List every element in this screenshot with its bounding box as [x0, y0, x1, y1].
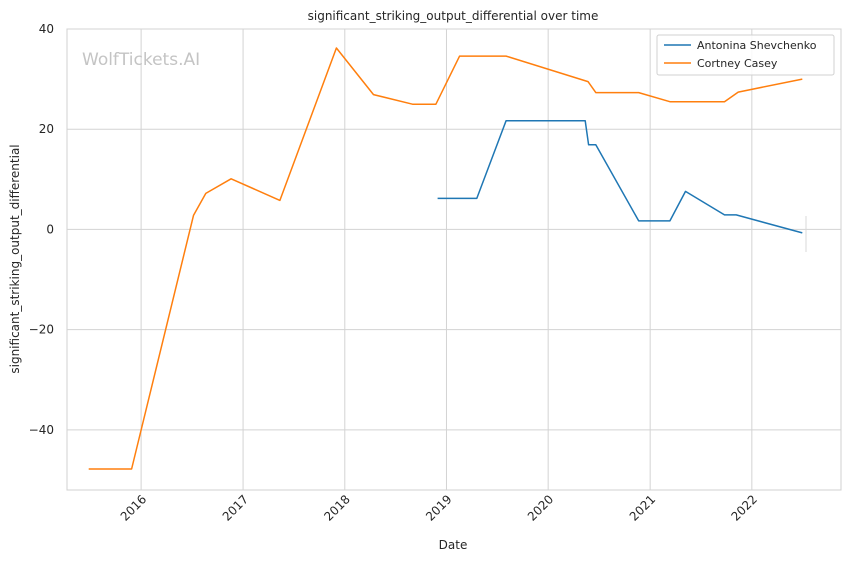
y-tick-label: −40: [29, 423, 54, 437]
legend-label: Antonina Shevchenko: [697, 39, 817, 52]
chart-title: significant_striking_output_differential…: [308, 9, 599, 23]
x-tick-label: 2021: [627, 492, 658, 523]
legend: Antonina Shevchenko Cortney Casey: [656, 34, 835, 76]
x-tick-label: 2018: [321, 492, 352, 523]
x-tick-label: 2019: [423, 492, 454, 523]
y-axis-title: significant_striking_output_differential: [8, 144, 22, 373]
y-tick-label: 40: [39, 22, 54, 36]
legend-label: Cortney Casey: [697, 57, 778, 70]
y-tick-label: 0: [46, 222, 54, 236]
x-tick-label: 2017: [220, 492, 251, 523]
x-axis-title: Date: [439, 538, 468, 552]
x-axis-ticks: 2016 2017 2018 2019 2020 2021 2022: [118, 492, 760, 523]
x-tick-label: 2016: [118, 492, 149, 523]
x-tick-label: 2022: [728, 492, 759, 523]
y-tick-label: −20: [29, 323, 54, 337]
series-layer: [88, 47, 803, 470]
y-axis-ticks: −40 −20 0 20 40: [29, 22, 54, 437]
series-line-antonina-shevchenko: [437, 119, 803, 234]
watermark-text: WolfTickets.AI: [82, 50, 200, 70]
plot-area: WolfTickets.AI: [66, 28, 842, 491]
x-tick-label: 2020: [525, 492, 556, 523]
plot-background: [66, 28, 842, 491]
series-line-cortney-casey: [88, 47, 803, 470]
y-tick-label: 20: [39, 122, 54, 136]
grid-lines: [67, 28, 841, 490]
legend-box: [656, 34, 835, 76]
